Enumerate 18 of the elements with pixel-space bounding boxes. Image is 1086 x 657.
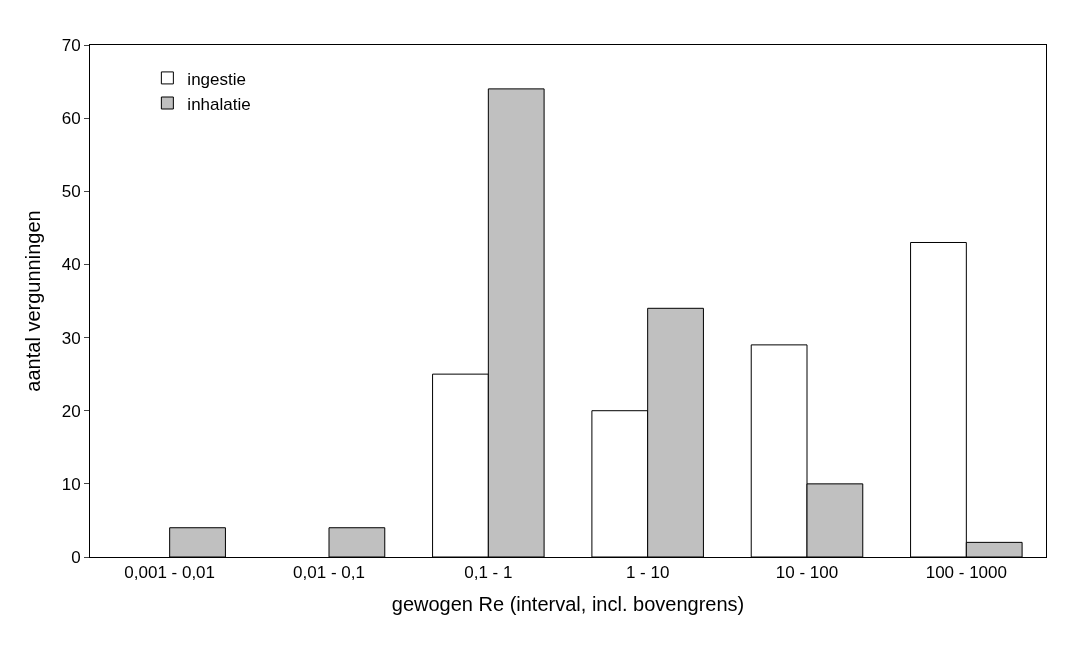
y-tick-label: 0: [71, 547, 81, 567]
y-tick-label: 40: [61, 255, 81, 275]
y-axis-title: aantal vergunningen: [22, 210, 45, 392]
x-tick-label: 100 - 1000: [925, 563, 1007, 583]
y-tick-label: 30: [61, 328, 81, 348]
x-tick-label: 10 - 100: [775, 563, 839, 583]
x-axis-title: gewogen Re (interval, incl. bovengrens): [391, 592, 745, 615]
y-tick-label: 10: [61, 474, 81, 494]
legend-label: ingestie: [187, 69, 246, 89]
x-tick-label: 1 - 10: [625, 563, 670, 583]
legend-label: inhalatie: [187, 94, 251, 114]
y-tick-label: 50: [61, 182, 81, 202]
x-tick-label: 0,1 - 1: [464, 563, 513, 583]
y-tick-label: 20: [61, 401, 81, 421]
y-tick-label: 60: [61, 109, 81, 129]
x-tick-label: 0,001 - 0,01: [124, 563, 216, 583]
x-tick-label: 0,01 - 0,1: [293, 563, 365, 583]
y-tick-label: 70: [61, 35, 81, 55]
